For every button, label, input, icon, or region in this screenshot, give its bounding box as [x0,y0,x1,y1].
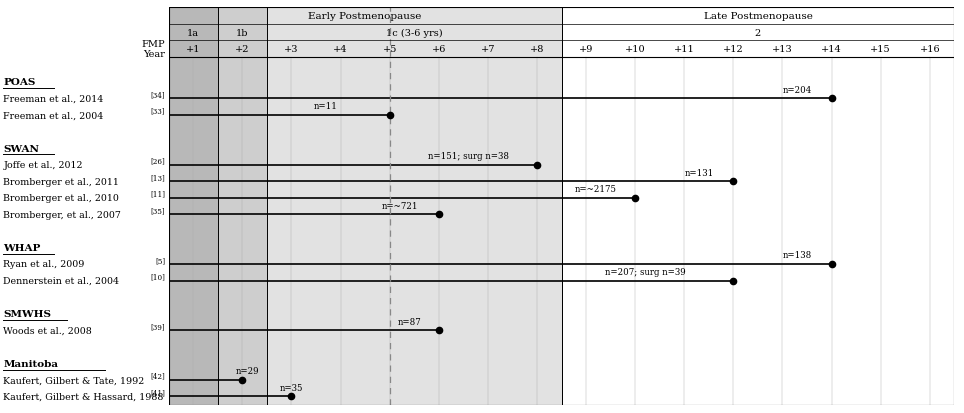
Text: n=87: n=87 [397,317,421,326]
Text: +14: +14 [821,45,842,54]
Text: n=35: n=35 [280,383,304,392]
Text: Bromberger et al., 2010: Bromberger et al., 2010 [3,194,120,203]
Text: [11]: [11] [150,190,166,198]
Text: +9: +9 [579,45,593,54]
Text: n=11: n=11 [314,102,337,111]
Text: Joffe et al., 2012: Joffe et al., 2012 [3,161,83,170]
Text: [35]: [35] [150,206,166,215]
Text: +11: +11 [674,45,695,54]
Text: +13: +13 [772,45,792,54]
Text: Late Postmenopause: Late Postmenopause [704,12,813,21]
Text: SWAN: SWAN [3,144,40,153]
Text: +10: +10 [625,45,646,54]
Text: Freeman et al., 2014: Freeman et al., 2014 [3,95,103,104]
Text: [5]: [5] [155,256,166,264]
Text: WHAP: WHAP [3,243,40,252]
Text: 1a: 1a [187,28,200,38]
Text: [13]: [13] [150,173,166,182]
Text: Manitoba: Manitoba [3,359,59,368]
Text: +4: +4 [334,45,348,54]
Text: n=207; surg n=39: n=207; surg n=39 [604,267,685,276]
Text: +15: +15 [870,45,891,54]
Text: +5: +5 [383,45,397,54]
Text: [33]: [33] [150,107,166,116]
Text: [34]: [34] [150,91,166,99]
Text: Ryan et al., 2009: Ryan et al., 2009 [3,260,85,269]
Text: Freeman et al., 2004: Freeman et al., 2004 [3,111,103,120]
Text: +1: +1 [186,45,201,54]
Text: Woods et al., 2008: Woods et al., 2008 [3,326,93,335]
Text: [39]: [39] [150,322,166,330]
Text: [41]: [41] [150,388,166,396]
Text: Kaufert, Gilbert & Tate, 1992: Kaufert, Gilbert & Tate, 1992 [3,375,145,385]
Text: POAS: POAS [3,78,36,87]
Text: +8: +8 [530,45,544,54]
Text: +7: +7 [481,45,495,54]
Text: [26]: [26] [150,157,166,165]
Text: +2: +2 [235,45,250,54]
Text: +6: +6 [432,45,446,54]
Text: Kaufert, Gilbert & Hassard, 1988: Kaufert, Gilbert & Hassard, 1988 [3,392,164,401]
Text: [42]: [42] [150,372,166,380]
Text: n=204: n=204 [783,85,812,95]
Text: n=131: n=131 [684,168,713,177]
Text: 1b: 1b [236,28,249,38]
Text: n=151; surg n=38: n=151; surg n=38 [428,152,509,161]
Text: [10]: [10] [150,273,166,281]
Text: 2: 2 [755,28,761,38]
Text: Bromberger, et al., 2007: Bromberger, et al., 2007 [3,210,121,219]
Text: SMWHS: SMWHS [3,309,51,318]
Text: +16: +16 [920,45,940,54]
Text: +12: +12 [723,45,744,54]
Text: n=~721: n=~721 [381,201,417,210]
Text: FMP
Year: FMP Year [142,40,166,59]
Text: Early Postmenopause: Early Postmenopause [308,12,422,21]
Text: Bromberger et al., 2011: Bromberger et al., 2011 [3,177,120,186]
Text: n=~2175: n=~2175 [575,185,617,194]
Text: n=138: n=138 [783,251,812,260]
Text: n=29: n=29 [235,366,259,375]
Text: Dennerstein et al., 2004: Dennerstein et al., 2004 [3,276,120,285]
Text: 1c (3-6 yrs): 1c (3-6 yrs) [386,28,442,38]
Text: +3: +3 [284,45,299,54]
